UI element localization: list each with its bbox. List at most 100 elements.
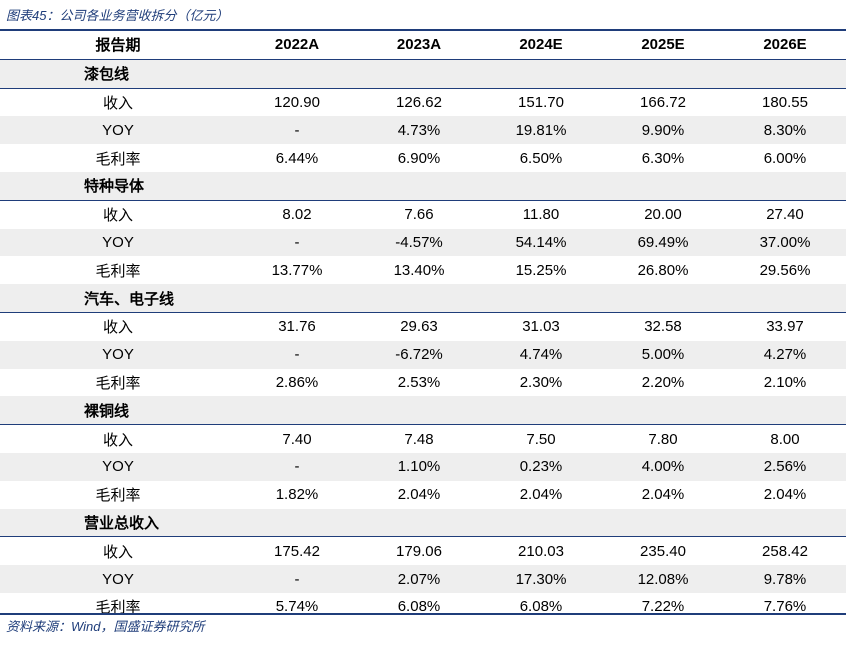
section-blank-cell [358, 59, 480, 89]
section-blank-cell [602, 59, 724, 89]
value-cell: 210.03 [518, 542, 564, 560]
value-cell: 2.04% [641, 486, 685, 504]
section-row: 营业总收入 [0, 508, 846, 538]
table-row: 收入 31.76 29.63 31.03 32.58 33.97 [0, 312, 846, 340]
row-label: 收入 [102, 431, 133, 449]
table-row: 收入 175.42 179.06 210.03 235.40 258.42 [0, 537, 846, 565]
revenue-breakdown-table: 报告期 2022A 2023A 2024E 2025E 2026E 漆包线收入 1… [0, 31, 846, 621]
figure-caption: 图表45：公司各业务营收拆分（亿元） [6, 8, 229, 23]
section-blank-cell [724, 171, 846, 201]
section-blank-cell [236, 508, 358, 538]
table-row: 收入 8.02 7.66 11.80 20.00 27.40 [0, 200, 846, 228]
value-cell: 9.78% [724, 565, 846, 593]
section-blank-cell [724, 508, 846, 538]
table-row: 收入 120.90 126.62 151.70 166.72 180.55 [0, 88, 846, 116]
value-cell: 151.70 [518, 93, 564, 111]
value-cell: 6.08% [519, 598, 563, 616]
value-cell: 175.42 [274, 542, 320, 560]
row-label: 收入 [102, 94, 133, 112]
value-cell: 258.42 [762, 542, 808, 560]
row-label: 毛利率 [95, 374, 141, 392]
table-row: 毛利率 13.77% 13.40% 15.25% 26.80% 29.56% [0, 256, 846, 284]
value-cell: 31.03 [522, 318, 560, 336]
section-blank-cell [236, 171, 358, 201]
section-title: 特种导体 [0, 171, 236, 201]
section-blank-cell [480, 59, 602, 89]
value-cell: 2.20% [641, 373, 685, 391]
value-cell: - [236, 452, 358, 481]
section-blank-cell [358, 508, 480, 538]
section-blank-cell [480, 396, 602, 426]
section-row: 漆包线 [0, 59, 846, 89]
row-label: 毛利率 [95, 150, 141, 168]
value-cell: 8.02 [282, 206, 312, 224]
value-cell: 1.10% [358, 452, 480, 481]
value-cell: - [236, 340, 358, 369]
section-blank-cell [358, 396, 480, 426]
value-cell: 31.76 [278, 318, 316, 336]
value-cell: 0.23% [480, 452, 602, 481]
value-cell: 6.08% [397, 598, 441, 616]
value-cell: 5.00% [602, 340, 724, 369]
section-blank-cell [602, 171, 724, 201]
row-label: YOY [0, 116, 236, 145]
value-cell: 13.40% [393, 261, 445, 279]
header-label: 报告期 [0, 31, 236, 60]
value-cell: 1.82% [275, 486, 319, 504]
value-cell: 7.66 [404, 206, 434, 224]
row-label: 收入 [102, 319, 133, 337]
value-cell: 2.30% [519, 373, 563, 391]
value-cell: 4.73% [358, 116, 480, 145]
section-row: 汽车、电子线 [0, 284, 846, 313]
value-cell: 2.04% [763, 486, 807, 504]
section-row: 特种导体 [0, 171, 846, 201]
section-blank-cell [480, 284, 602, 313]
table-row: 毛利率 2.86% 2.53% 2.30% 2.20% 2.10% [0, 369, 846, 397]
section-title: 营业总收入 [0, 508, 236, 538]
section-blank-cell [236, 284, 358, 313]
value-cell: 2.86% [275, 373, 319, 391]
section-blank-cell [724, 59, 846, 89]
section-blank-cell [358, 171, 480, 201]
row-label: 毛利率 [95, 599, 141, 617]
value-cell: 26.80% [637, 261, 689, 279]
table-row: 毛利率 1.82% 2.04% 2.04% 2.04% 2.04% [0, 481, 846, 509]
value-cell: 180.55 [762, 93, 808, 111]
value-cell: 4.00% [602, 452, 724, 481]
value-cell: 13.77% [271, 261, 323, 279]
row-label: 毛利率 [95, 262, 141, 280]
section-blank-cell [236, 396, 358, 426]
value-cell: 120.90 [274, 93, 320, 111]
value-cell: -4.57% [358, 228, 480, 257]
value-cell: 37.00% [724, 228, 846, 257]
table-row: YOY - -4.57% 54.14% 69.49% 37.00% [0, 228, 846, 257]
value-cell: 166.72 [640, 93, 686, 111]
value-cell: 8.00 [770, 430, 800, 448]
section-blank-cell [724, 396, 846, 426]
table-row: YOY -4.73% 19.81% 9.90% 8.30% [0, 116, 846, 145]
table-row: 毛利率 5.74% 6.08% 6.08% 7.22% 7.76% [0, 593, 846, 621]
section-title: 漆包线 [0, 59, 236, 89]
row-label: YOY [0, 340, 236, 369]
value-cell: 126.62 [396, 93, 442, 111]
value-cell: 54.14% [480, 228, 602, 257]
value-cell: 2.53% [397, 373, 441, 391]
value-cell: 29.56% [759, 261, 811, 279]
header-year: 2025E [602, 31, 724, 60]
row-label: YOY [0, 452, 236, 481]
value-cell: 6.90% [397, 149, 441, 167]
value-cell: 7.80 [648, 430, 678, 448]
table-row: 收入 7.40 7.48 7.50 7.80 8.00 [0, 425, 846, 453]
header-row: 报告期 2022A 2023A 2024E 2025E 2026E [0, 31, 846, 60]
value-cell: 6.44% [275, 149, 319, 167]
value-cell: 6.50% [519, 149, 563, 167]
value-cell: 6.30% [641, 149, 685, 167]
section-blank-cell [358, 284, 480, 313]
row-label: 收入 [102, 543, 133, 561]
value-cell: 2.04% [397, 486, 441, 504]
value-cell: 7.76% [763, 598, 807, 616]
value-cell: 12.08% [602, 565, 724, 593]
header-year: 2026E [724, 31, 846, 60]
value-cell: 5.74% [275, 598, 319, 616]
value-cell: 2.56% [724, 452, 846, 481]
